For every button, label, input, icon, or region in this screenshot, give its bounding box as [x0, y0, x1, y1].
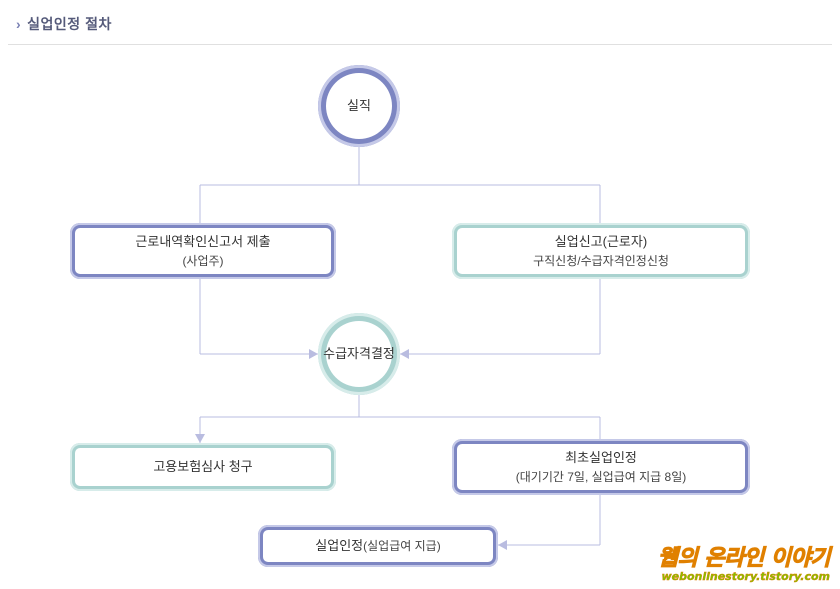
chevron-icon: ›: [16, 16, 21, 32]
flowchart-canvas: 실직근로내역확인신고서 제출(사업주) 실업신고(근로자)구직신청/수급자격인정신…: [0, 45, 840, 585]
watermark: 웹의 온라인 이야기 webonlinestory.tistory.com: [658, 540, 830, 583]
watermark-title: 웹의 온라인 이야기: [658, 540, 830, 572]
flow-node-start: 실직: [318, 65, 400, 147]
watermark-url: webonlinestory.tistory.com: [658, 570, 830, 583]
flow-node-final: 실업인정(실업급여 지급): [258, 525, 498, 567]
flow-node-box_l2: 고용보험심사 청구: [70, 443, 336, 491]
connectors-layer: [0, 45, 840, 585]
flow-node-mid: 수급자격결정: [318, 313, 400, 395]
flow-node-box_r1: 실업신고(근로자)구직신청/수급자격인정신청: [452, 223, 750, 279]
flow-node-box_l1: 근로내역확인신고서 제출(사업주): [70, 223, 336, 279]
section-header: › 실업인정 절차: [0, 0, 840, 40]
flow-node-box_r2: 최초실업인정(대기기간 7일, 실업급여 지급 8일): [452, 439, 750, 495]
section-title: 실업인정 절차: [27, 14, 112, 34]
